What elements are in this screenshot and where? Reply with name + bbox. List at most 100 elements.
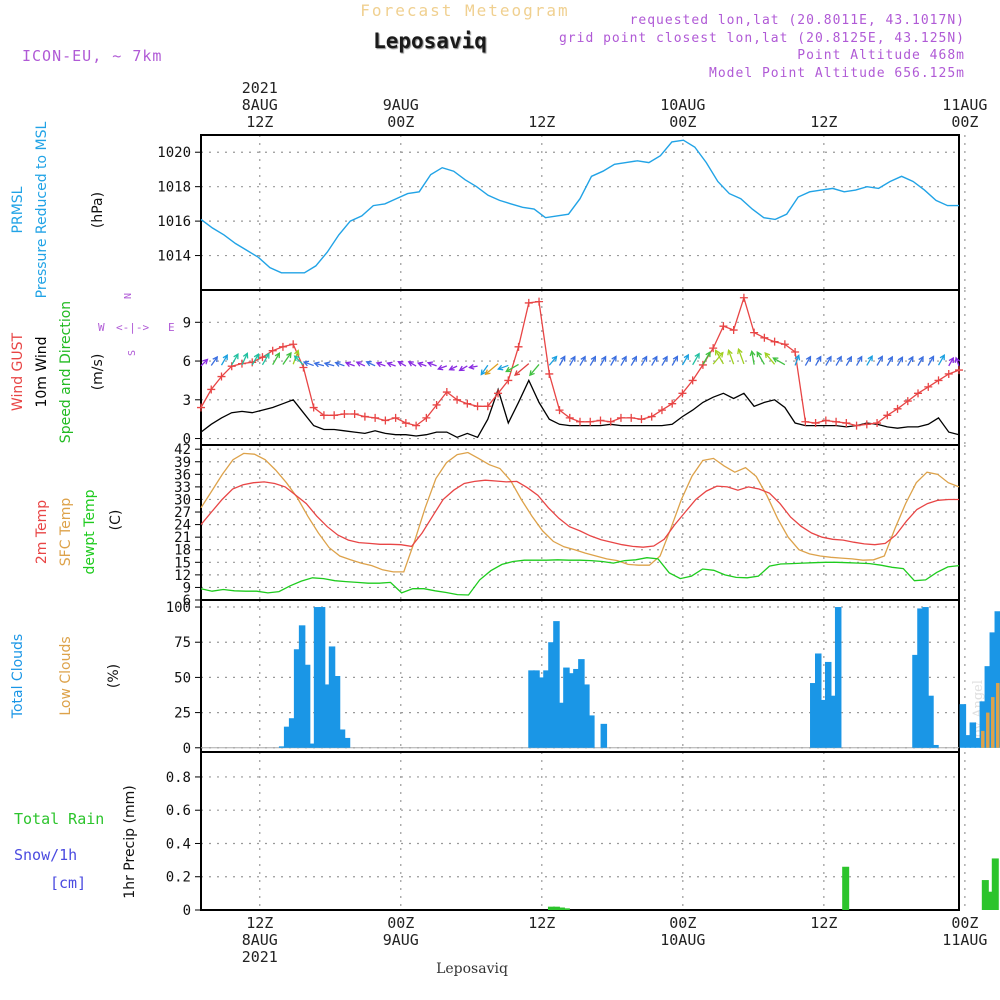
- wind-arrow: [558, 356, 566, 366]
- gust-marker: [832, 417, 841, 426]
- gust-marker: [750, 328, 759, 337]
- wind-arrow-head: [846, 355, 852, 362]
- wind-arrow-head: [877, 355, 883, 362]
- panel-clouds: 0 25 50 75 100 Total Clouds Low Clouds (%): [10, 599, 1000, 757]
- wind-arrow: [356, 361, 366, 367]
- gust-marker: [565, 413, 574, 422]
- bottom-time-label: 00Z: [951, 914, 978, 932]
- wind-arrow-head: [480, 369, 487, 376]
- wind-arrow-head: [887, 355, 893, 362]
- wind-arrow-head: [274, 351, 281, 359]
- wind-arrow: [548, 356, 558, 366]
- wind-arrow-head: [954, 356, 961, 363]
- wind-arrow-head: [497, 364, 504, 371]
- wind-arrow-head: [560, 355, 566, 362]
- wind-arrow: [751, 351, 755, 365]
- wind-arrow-head: [426, 361, 434, 367]
- wind-arrow-head: [344, 361, 352, 367]
- panel-pressure: 1014 1016 1018 1020 PRMSL Pressure Reduced to…: [10, 121, 966, 298]
- wind-arrow-head: [505, 366, 512, 373]
- total-cloud-bar: [533, 670, 540, 748]
- total-cloud-bar: [553, 621, 560, 748]
- wind-arrow: [737, 348, 745, 365]
- wind-arrow: [282, 352, 292, 365]
- wind-arrow: [681, 354, 689, 366]
- total-cloud-bar: [912, 654, 919, 748]
- bottom-time-label: 8AUG: [242, 931, 278, 949]
- gust-marker: [473, 402, 482, 411]
- total-cloud-bar: [303, 664, 311, 748]
- sfc-temp-label: SFC Temp: [58, 498, 74, 567]
- wind-arrow: [815, 356, 822, 366]
- wind-arrow: [773, 357, 786, 366]
- y-tick-label: 75: [174, 635, 191, 651]
- pressure-label-long: Pressure Reduced to MSL: [34, 121, 50, 298]
- gust-marker: [586, 417, 595, 426]
- pressure-unit: (hPa): [90, 192, 106, 228]
- wind-arrow-head: [857, 355, 863, 362]
- y-tick-label: 27: [174, 505, 191, 521]
- temp-unit: (C): [108, 510, 124, 531]
- compass-n: N: [123, 293, 134, 299]
- total-cloud-bar: [563, 667, 570, 748]
- wind-arrow: [640, 356, 648, 366]
- wind-arrow: [630, 356, 637, 366]
- total-cloud-bar: [824, 661, 832, 748]
- wind-arrow-head: [737, 347, 743, 355]
- wind-arrow-head: [233, 353, 239, 360]
- low-cloud-bar: [986, 712, 990, 748]
- gust-marker: [678, 389, 687, 398]
- compass-arrow: <-|->: [116, 321, 149, 334]
- total-cloud-bar: [308, 743, 316, 748]
- top-time-label: 00Z: [669, 113, 696, 131]
- top-time-label: 2021: [242, 79, 278, 97]
- total-cloud-bar: [834, 607, 842, 748]
- dewpoint-line: [200, 557, 960, 596]
- gust-marker: [934, 376, 943, 385]
- wind-arrow-head: [867, 355, 873, 362]
- total-cloud-bar: [922, 607, 929, 748]
- dewpoint-label: dewpt Temp: [82, 489, 98, 574]
- y-tick-label: 6: [183, 593, 191, 609]
- gust-marker: [227, 362, 236, 371]
- gust-marker: [422, 413, 431, 422]
- y-tick-label: 1016: [157, 214, 191, 230]
- footer-location: Leposaviq: [436, 961, 508, 977]
- gust-marker: [197, 403, 205, 412]
- y-tick-label: 3: [183, 393, 191, 409]
- total-cloud-bar: [293, 649, 301, 748]
- top-time-label: 12Z: [246, 113, 273, 131]
- gust-marker: [340, 410, 349, 418]
- rain-bar: [842, 866, 850, 910]
- wind-arrow: [917, 356, 924, 366]
- total-cloud-bar: [538, 677, 545, 748]
- rain-bar: [981, 880, 989, 910]
- total-cloud-bar: [333, 676, 341, 748]
- low-cloud-bar: [981, 730, 985, 748]
- wind-arrow-head: [293, 355, 300, 362]
- wind-arrow-head: [717, 351, 724, 358]
- y-tick-label: 0.8: [166, 770, 191, 786]
- wind-arrow-head: [908, 355, 914, 362]
- gust-marker: [729, 326, 738, 335]
- gust-marker: [535, 297, 544, 306]
- wind-arrow-head: [286, 351, 292, 359]
- gust-marker: [483, 402, 492, 411]
- wind-arrow: [955, 357, 960, 367]
- total-cloud-bar: [313, 607, 321, 748]
- wind-arrow: [231, 353, 239, 366]
- total-cloud-bar: [927, 695, 934, 748]
- wind-arrow-head: [355, 361, 362, 367]
- wind-arrow: [480, 364, 489, 375]
- y-tick-label: 33: [174, 480, 191, 496]
- wind-arrow-head: [484, 369, 491, 376]
- direction-label: Speed and Direction: [58, 301, 74, 443]
- panel-wind: 0 3 6 9 Wind GUST 10m Wind Speed and Direction…: [10, 289, 966, 448]
- y-tick-label: 0.2: [166, 870, 191, 886]
- gust-marker: [371, 413, 380, 422]
- gust-marker: [852, 421, 861, 430]
- wind-arrow: [529, 363, 540, 376]
- total-cloud-bar: [959, 704, 967, 748]
